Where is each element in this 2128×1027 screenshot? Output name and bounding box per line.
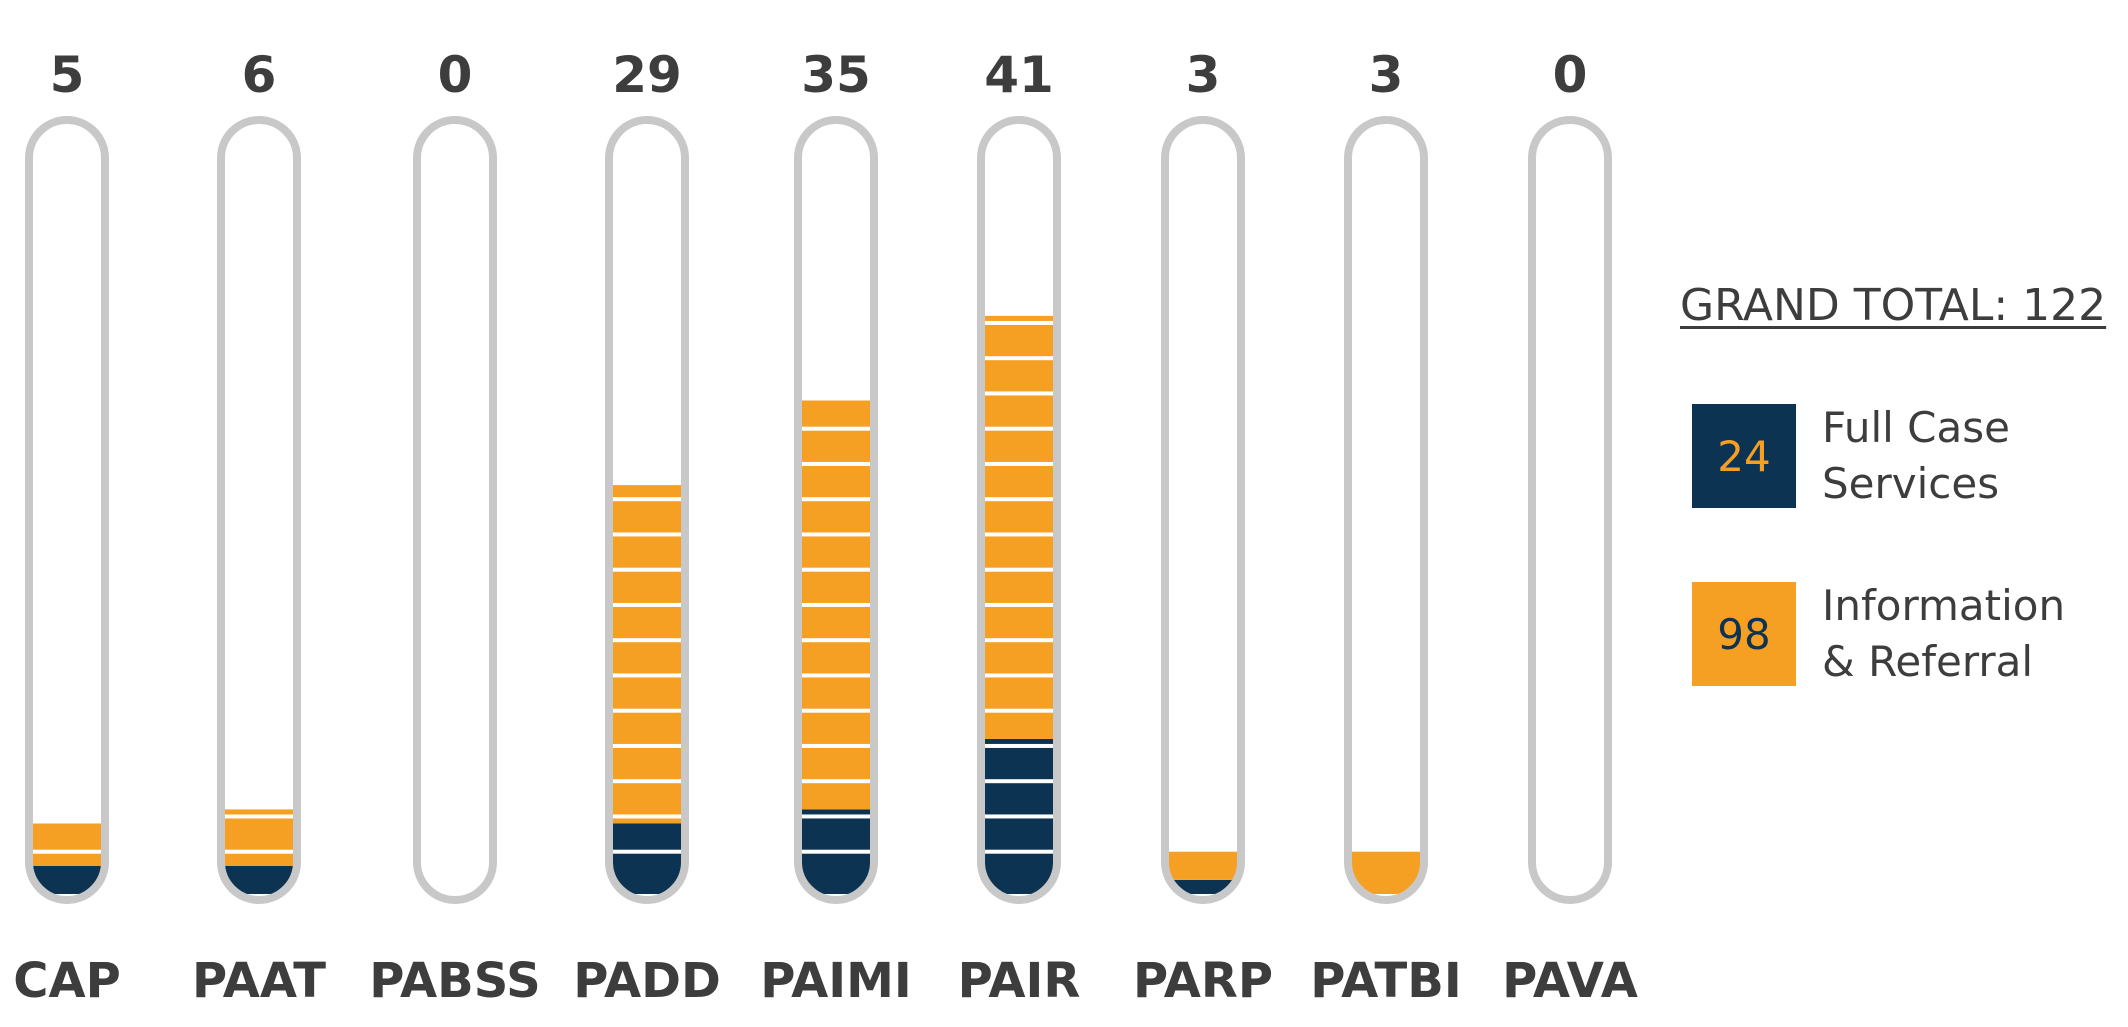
legend-info-referral-label: Information & Referral [1822,581,2066,686]
category-label-padd: PADD [573,953,721,1009]
tube-outline-padd [605,116,689,904]
count-label-paimi: 35 [801,46,871,104]
category-label-paat: PAAT [192,953,326,1009]
tube-paimi [794,116,878,904]
tube-outline-pair [977,116,1061,904]
tube-outline-pava [1528,116,1612,904]
category-label-cap: CAP [13,953,121,1009]
bar-info-referral-padd [609,485,685,824]
category-label-pair: PAIR [958,953,1081,1009]
legend-swatch-info-referral: 98 [1692,582,1796,686]
count-label-parp: 3 [1186,46,1221,104]
tube-padd [605,116,689,904]
tube-patbi [1344,116,1428,904]
bar-info-referral-pair [981,315,1057,739]
count-label-cap: 5 [50,46,85,104]
category-label-pabss: PABSS [369,953,541,1009]
count-label-patbi: 3 [1369,46,1404,104]
bar-info-referral-cap [29,823,105,866]
legend-full-case-count: 24 [1717,431,1771,481]
tube-pava [1528,116,1612,904]
tube-outline-paimi [794,116,878,904]
tube-pair [977,116,1061,904]
category-label-parp: PARP [1133,953,1273,1009]
tube-outline-paat [217,116,301,904]
count-label-pabss: 0 [438,46,473,104]
legend-full-case-label: Full Case Services [1822,403,2010,508]
legend-swatch-full-case: 24 [1692,404,1796,508]
count-label-padd: 29 [612,46,682,104]
tube-outline-patbi [1344,116,1428,904]
tube-pabss [413,116,497,904]
grand-total: GRAND TOTAL: 122 [1680,280,2107,331]
tube-chart: 5 CAP 6 PAAT 0 PABSS 29 PADD 35 PAIMI 41 PAIR 3 PARP 3… [13,46,1638,1009]
legend-item-info-referral: 98 Information & Referral [1692,578,2065,690]
category-label-pava: PAVA [1502,953,1638,1009]
tube-cap [25,116,109,904]
bar-full-case-padd [609,823,685,894]
count-label-paat: 6 [242,46,277,104]
count-label-pair: 41 [984,46,1054,104]
category-label-paimi: PAIMI [760,953,911,1009]
legend: GRAND TOTAL: 122 24 Full Case Services 9… [1680,280,2120,686]
bar-info-referral-paat [221,809,297,866]
tube-paat [217,116,301,904]
tube-outline-parp [1161,116,1245,904]
count-label-pava: 0 [1553,46,1588,104]
category-label-patbi: PATBI [1310,953,1461,1009]
legend-info-referral-count: 98 [1717,609,1771,659]
tube-outline-cap [25,116,109,904]
bar-info-referral-parp [1165,851,1241,880]
legend-item-full-case: 24 Full Case Services [1692,400,2010,512]
tube-parp [1161,116,1245,904]
tube-outline-pabss [413,116,497,904]
